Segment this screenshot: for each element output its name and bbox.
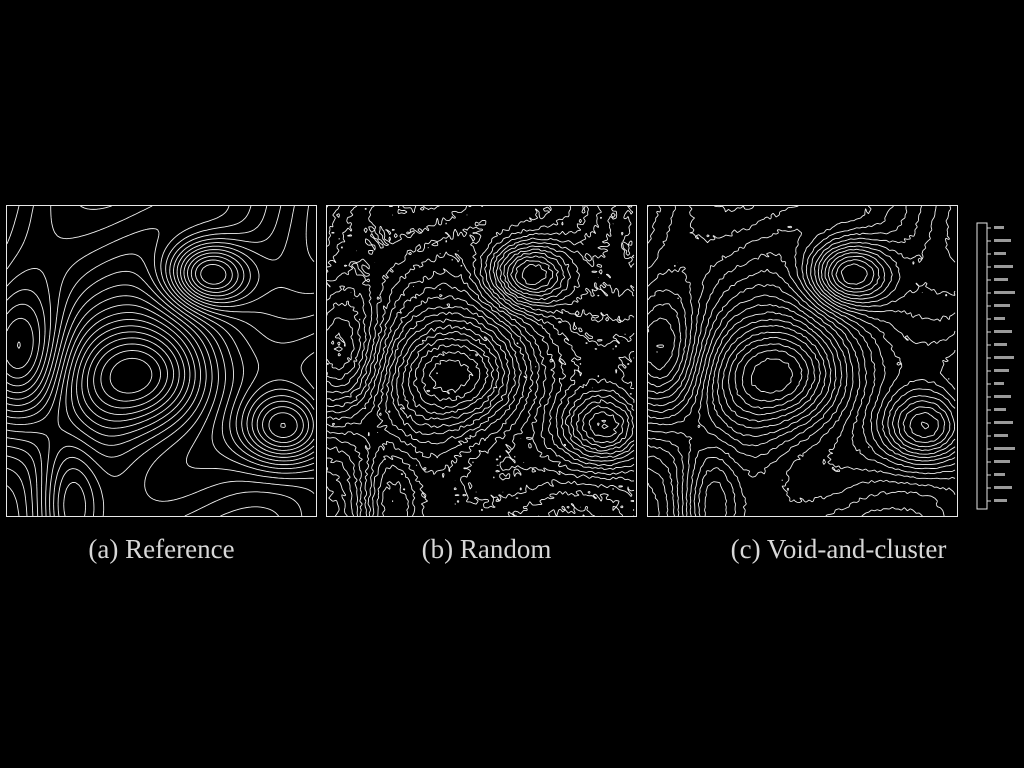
- contour-colorbar: [976, 222, 1018, 510]
- colorbar-tick-label-glyph: [994, 447, 1015, 450]
- contour-lines: [648, 206, 956, 516]
- contour-lines: [327, 206, 635, 516]
- colorbar-ticks: [987, 226, 1015, 502]
- colorbar-tick-label-glyph: [994, 382, 1004, 385]
- colorbar-tick-label-glyph: [994, 278, 1008, 281]
- colorbar-tick-label-glyph: [994, 252, 1006, 255]
- panel-random: [326, 205, 637, 517]
- colorbar-tick-label-glyph: [994, 499, 1007, 502]
- colorbar-tick-label-glyph: [994, 460, 1010, 463]
- colorbar-tick-label-glyph: [994, 408, 1006, 411]
- colorbar-tick-label-glyph: [994, 486, 1012, 489]
- colorbar-tick-label-glyph: [994, 317, 1005, 320]
- contour-plot-void-and-cluster: [648, 206, 956, 516]
- colorbar-tick-label-glyph: [994, 239, 1011, 242]
- colorbar-tick-label-glyph: [994, 304, 1010, 307]
- colorbar-tick-label-glyph: [994, 291, 1015, 294]
- colorbar-tick-label-glyph: [994, 265, 1013, 268]
- panel-void-and-cluster: [647, 205, 958, 517]
- colorbar-tick-label-glyph: [994, 330, 1012, 333]
- colorbar-tick-label-glyph: [994, 356, 1014, 359]
- colorbar-frame: [976, 222, 988, 510]
- colorbar-graphic: [976, 222, 1015, 510]
- colorbar-tick-label-glyph: [994, 421, 1013, 424]
- colorbar-tick-label-glyph: [994, 343, 1007, 346]
- colorbar-tick-label-glyph: [994, 369, 1009, 372]
- caption-reference: (a) Reference: [88, 534, 235, 564]
- caption-random: (b) Random: [421, 534, 552, 564]
- colorbar-tick-label-glyph: [994, 434, 1008, 437]
- colorbar-tick-label-glyph: [994, 226, 1004, 229]
- panel-reference: [6, 205, 317, 517]
- colorbar-tick-label-glyph: [994, 473, 1005, 476]
- colorbar-tick-label-glyph: [994, 395, 1011, 398]
- contour-lines: [7, 206, 315, 516]
- contour-plot-random: [327, 206, 635, 516]
- contour-plot-reference: [7, 206, 315, 516]
- caption-void-and-cluster: (c) Void-and-cluster: [730, 534, 947, 564]
